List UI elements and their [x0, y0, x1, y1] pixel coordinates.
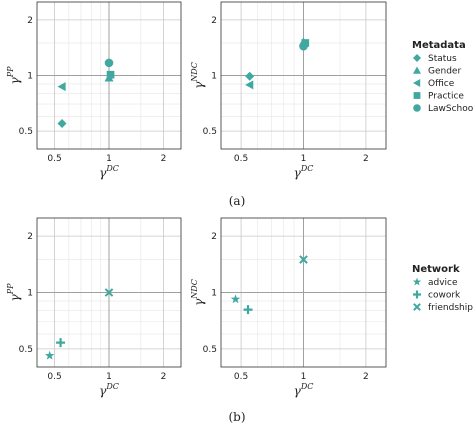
legend-label: Practice: [428, 92, 464, 102]
x-tick-label: 2: [161, 154, 167, 164]
y-tick-label: 0.5: [19, 127, 33, 137]
legend-network: Network advice cowork friendship: [412, 264, 473, 313]
point-cowork: [243, 305, 253, 315]
point-practice: [106, 70, 115, 79]
y-tick-label: 2: [27, 16, 33, 26]
y-axis-label: γPP: [6, 283, 22, 302]
x-tick-label: 0.5: [47, 154, 61, 164]
x-tick-label: 0.5: [47, 372, 61, 382]
point-advice: [230, 294, 241, 304]
x-tick-label: 2: [161, 372, 167, 382]
x-tick-label: 1: [301, 372, 307, 382]
legend-title: Metadata: [412, 40, 466, 51]
legend-marker-advice: [412, 277, 422, 286]
chart-a-right: 0.5 1 2 0.5 1 2 γDC γNDC: [190, 1, 387, 180]
y-tick-label: 0.5: [203, 127, 217, 137]
legend-label: advice: [428, 278, 458, 288]
point-friendship: [299, 255, 308, 264]
legend-label: friendship: [428, 303, 473, 313]
chart-b-left: 0.5 1 2 0.5 1 2 γDC γPP: [6, 217, 182, 398]
point-office: [57, 82, 66, 92]
point-lawschool: [104, 58, 114, 68]
legend-marker-lawschool: [413, 104, 421, 112]
x-tick-label: 0.5: [234, 154, 248, 164]
y-axis-label: γNDC: [190, 62, 206, 89]
y-tick-label: 1: [27, 289, 33, 299]
legend-metadata: Metadata Status Gender Office Practice LawSch…: [412, 40, 474, 114]
legend-marker-status: [413, 54, 421, 62]
y-tick-label: 1: [211, 72, 217, 82]
point-lawschool: [299, 41, 308, 51]
y-tick-label: 2: [27, 232, 33, 242]
x-axis-label: γDC: [294, 382, 314, 398]
legend-marker-office: [413, 79, 421, 87]
point-status: [245, 71, 255, 81]
x-axis-label: γDC: [294, 164, 314, 180]
legend-marker-cowork: [413, 290, 421, 299]
legend-marker-friendship: [413, 303, 421, 311]
x-axis-label: γDC: [99, 382, 119, 398]
caption-b: (b): [228, 410, 245, 424]
x-tick-label: 2: [363, 372, 369, 382]
y-axis-label: γNDC: [190, 279, 206, 306]
legend-title: Network: [412, 264, 460, 275]
plot-frame: [220, 1, 387, 150]
legend-label: Office: [428, 79, 455, 89]
point-friendship: [104, 288, 114, 297]
chart-b-right: 0.5 1 2 0.5 1 2 γDC γNDC: [190, 217, 387, 398]
y-tick-label: 0.5: [203, 345, 217, 355]
x-tick-label: 1: [301, 154, 307, 164]
x-tick-label: 1: [106, 372, 112, 382]
y-tick-label: 1: [211, 289, 217, 299]
y-tick-label: 2: [211, 232, 217, 242]
point-status: [57, 118, 67, 128]
plot-frame: [36, 1, 182, 150]
point-cowork: [56, 338, 66, 348]
x-tick-label: 2: [363, 154, 369, 164]
caption-a: (a): [229, 194, 246, 208]
y-tick-label: 0.5: [19, 345, 33, 355]
plot-frame: [36, 217, 182, 368]
y-tick-label: 1: [27, 72, 33, 82]
x-axis-label: γDC: [99, 164, 119, 180]
legend-label: Gender: [428, 67, 461, 77]
y-axis-label: γPP: [6, 66, 22, 85]
legend-label: LawSchool: [428, 104, 474, 114]
plot-frame: [220, 217, 387, 368]
y-tick-label: 2: [211, 16, 217, 26]
legend-marker-gender: [413, 66, 421, 74]
legend-label: Status: [428, 54, 457, 64]
legend-marker-practice: [413, 92, 421, 99]
point-advice: [44, 350, 55, 360]
chart-a-left: 0.5 1 2 0.5 1 2 γDC γPP: [6, 1, 182, 180]
legend-label: cowork: [428, 291, 461, 301]
point-office: [245, 80, 254, 90]
x-tick-label: 0.5: [234, 372, 248, 382]
x-tick-label: 1: [106, 154, 112, 164]
